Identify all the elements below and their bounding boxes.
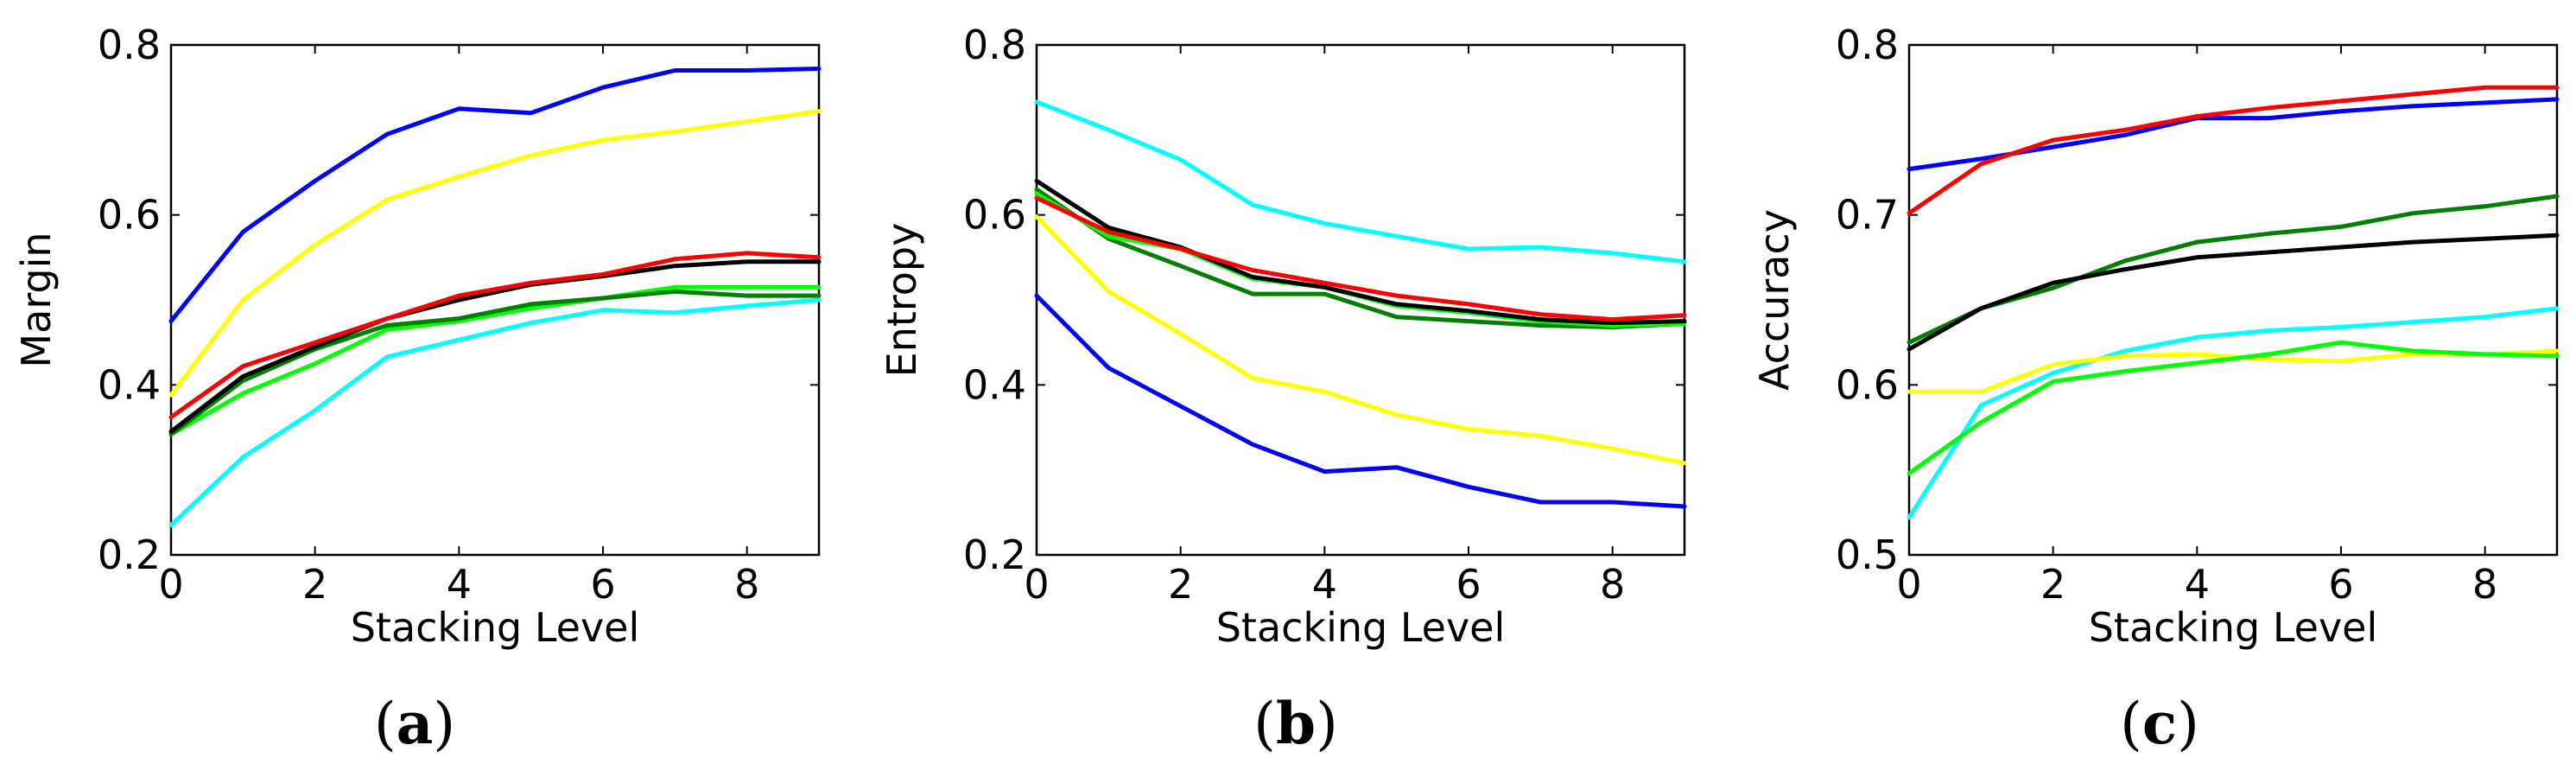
x-tick-label: 6 — [590, 561, 615, 608]
y-tick-label: 0.8 — [98, 22, 161, 68]
y-tick-label: 0.6 — [963, 192, 1026, 239]
series-line-yellow — [168, 109, 822, 398]
series-line-green — [168, 284, 822, 436]
x-tick-label: 4 — [2185, 561, 2210, 608]
panel-b: 0 2 4 6 8 0.2 0.4 0.6 0.8 Stacking Level Entropy — [879, 22, 1687, 651]
y-tick-label: 0.2 — [963, 532, 1026, 578]
series-line-darkgreen — [1034, 187, 1687, 329]
series-line-red — [1907, 85, 2560, 216]
y-axis-label: Entropy — [879, 223, 925, 378]
series-line-black — [1034, 178, 1687, 326]
plot-frame-b — [1035, 43, 1686, 557]
x-tick-label: 8 — [1600, 561, 1625, 608]
series-line-red — [168, 251, 822, 420]
y-axis-label: Margin — [13, 232, 60, 367]
series-line-darkgreen — [1907, 194, 2560, 345]
x-tick-label: 6 — [1456, 561, 1481, 608]
series-line-cyan — [168, 297, 822, 528]
series-line-black — [168, 259, 822, 434]
x-tick-label: 2 — [2040, 561, 2065, 608]
x-tick-label: 2 — [302, 561, 327, 608]
series-line-black — [1907, 232, 2560, 352]
y-axis-label: Accuracy — [1751, 209, 1798, 391]
panel-c: 0 2 4 6 8 0.5 0.6 0.7 0.8 Stacking Level Accuracy — [1751, 22, 2560, 651]
x-tick-label: 0 — [158, 561, 183, 608]
x-tick-label: 0 — [1024, 561, 1049, 608]
x-axis-label: Stacking Level — [2089, 604, 2378, 651]
y-tick-label: 0.4 — [98, 361, 161, 408]
y-tick-label: 0.8 — [1836, 22, 1899, 68]
plot-frame-a — [169, 43, 821, 557]
series-line-cyan — [1907, 306, 2560, 520]
x-tick-label: 0 — [1896, 561, 1921, 608]
panel-label-a: (a) — [374, 690, 455, 757]
series-line-darkgreen — [168, 289, 822, 436]
panel-label-c: (c) — [2120, 690, 2199, 757]
x-tick-label: 6 — [2328, 561, 2353, 608]
y-tick-label: 0.6 — [1836, 361, 1899, 408]
panel-a: 0 2 4 6 8 0.2 0.4 0.6 0.8 Stacking Level Margin — [13, 22, 822, 651]
panel-label-b: (b) — [1253, 690, 1338, 757]
x-tick-label: 8 — [2472, 561, 2497, 608]
series-line-blue — [168, 67, 822, 324]
y-tick-label: 0.6 — [98, 192, 161, 239]
y-tick-label: 0.7 — [1836, 192, 1899, 239]
x-axis-label: Stacking Level — [351, 604, 640, 651]
plot-frame-c — [1907, 43, 2559, 557]
x-axis-label: Stacking Level — [1216, 604, 1506, 651]
series-line-yellow — [1034, 214, 1687, 466]
series-line-cyan — [1034, 99, 1687, 264]
x-tick-label: 4 — [1312, 561, 1337, 608]
x-tick-label: 2 — [1168, 561, 1193, 608]
y-tick-label: 0.5 — [1836, 532, 1899, 578]
series-line-green — [1907, 340, 2560, 476]
series-line-blue — [1907, 97, 2560, 172]
y-tick-label: 0.4 — [963, 361, 1026, 408]
y-tick-label: 0.2 — [98, 532, 161, 578]
series-line-blue — [1034, 293, 1687, 509]
series-line-red — [1034, 195, 1687, 322]
x-tick-label: 4 — [447, 561, 472, 608]
y-tick-label: 0.8 — [963, 22, 1026, 68]
x-tick-label: 8 — [734, 561, 759, 608]
